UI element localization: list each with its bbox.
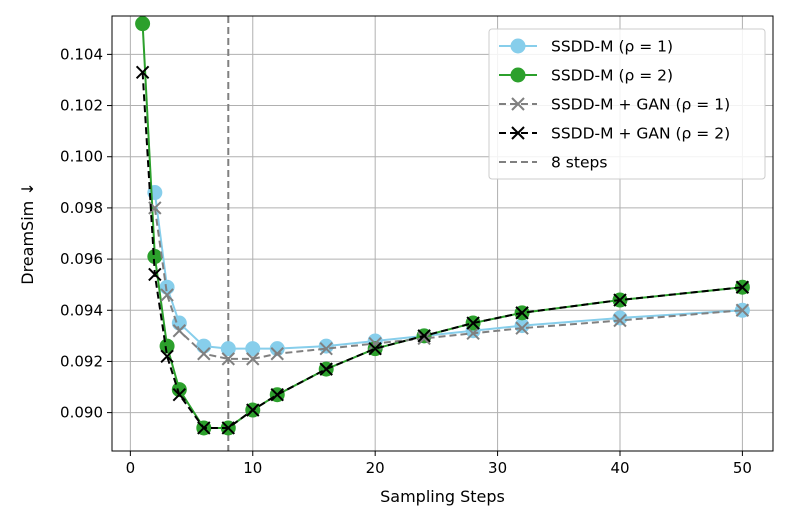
legend-entry: SSDD-M (ρ = 2) (499, 67, 673, 85)
data-point (221, 421, 235, 435)
y-axis-label: DreamSim ↓ (18, 182, 37, 284)
data-point (135, 65, 150, 80)
x-axis-label: Sampling Steps (380, 487, 505, 506)
data-point (159, 279, 175, 295)
x-tick-label: 40 (610, 459, 629, 477)
data-point (148, 201, 162, 215)
y-tick-label: 0.100 (60, 148, 103, 166)
data-point (735, 280, 750, 294)
legend-entry: SSDD-M (ρ = 1) (499, 38, 673, 56)
data-point (515, 321, 529, 335)
series-line (141, 72, 743, 429)
data-point (368, 341, 382, 356)
data-point (613, 313, 627, 328)
legend-marker (511, 97, 525, 111)
legend-label: SSDD-M (ρ = 2) (551, 67, 673, 85)
data-point (246, 352, 260, 366)
legend-box (488, 28, 766, 180)
data-point (160, 349, 174, 364)
data-point (319, 362, 333, 376)
data-point (270, 387, 284, 402)
legend: SSDD-M (ρ = 1) SSDD-M (ρ = 2) SSDD-M + GAN… (488, 28, 766, 180)
y-tick-label: 0.090 (60, 404, 103, 422)
y-tick-label: 0.104 (60, 45, 103, 63)
data-point (172, 387, 187, 402)
x-tick-label: 20 (366, 459, 385, 477)
data-point (197, 421, 211, 435)
series (135, 16, 750, 436)
series-line (153, 207, 743, 360)
legend-marker (510, 67, 526, 83)
series-3 (148, 201, 750, 366)
ticks: 0 10 20 30 40 50 0.090 0.092 0.094 0.096 0.098 0.10… (60, 45, 752, 477)
x-tick-label: 10 (243, 459, 262, 477)
data-point (246, 403, 260, 417)
legend-entry: SSDD-M + GAN (ρ = 2) (499, 125, 730, 143)
x-tick-label: 30 (488, 459, 507, 477)
legend-label: SSDD-M + GAN (ρ = 2) (551, 125, 730, 143)
data-point (466, 316, 480, 330)
data-point (612, 310, 628, 326)
plot-frame (111, 15, 774, 452)
data-point (221, 352, 235, 366)
x-tick-label: 0 (126, 459, 136, 477)
data-point (514, 318, 530, 334)
legend-label: SSDD-M (ρ = 1) (551, 38, 673, 56)
data-point (220, 341, 236, 357)
data-point (466, 326, 480, 341)
data-point (172, 324, 187, 338)
data-point (171, 382, 187, 398)
data-point (319, 341, 333, 356)
data-point (245, 341, 261, 357)
data-point (159, 338, 175, 354)
x-tick-label: 50 (733, 459, 752, 477)
data-point (318, 338, 334, 354)
data-point (613, 293, 627, 307)
data-point (515, 306, 529, 320)
legend-entry: 8 steps (499, 154, 607, 172)
data-point (135, 16, 151, 32)
y-tick-label: 0.094 (60, 301, 103, 319)
data-point (417, 329, 431, 343)
legend-label: SSDD-M + GAN (ρ = 1) (551, 96, 730, 114)
legend-marker (510, 38, 526, 54)
series-4 (135, 65, 750, 435)
legend-label: 8 steps (551, 154, 607, 172)
data-point (735, 303, 750, 317)
data-point (197, 347, 211, 361)
y-tick-label: 0.098 (60, 199, 103, 217)
legend-marker (511, 126, 525, 140)
data-point (269, 341, 285, 357)
data-point (148, 267, 162, 282)
y-tick-label: 0.096 (60, 250, 103, 268)
data-point (417, 331, 431, 346)
series-line (153, 192, 743, 350)
y-tick-label: 0.092 (60, 352, 103, 370)
data-point (270, 347, 284, 361)
data-point (160, 288, 174, 302)
y-tick-label: 0.102 (60, 97, 103, 115)
data-point (196, 338, 212, 354)
legend-entry: SSDD-M + GAN (ρ = 1) (499, 96, 730, 114)
